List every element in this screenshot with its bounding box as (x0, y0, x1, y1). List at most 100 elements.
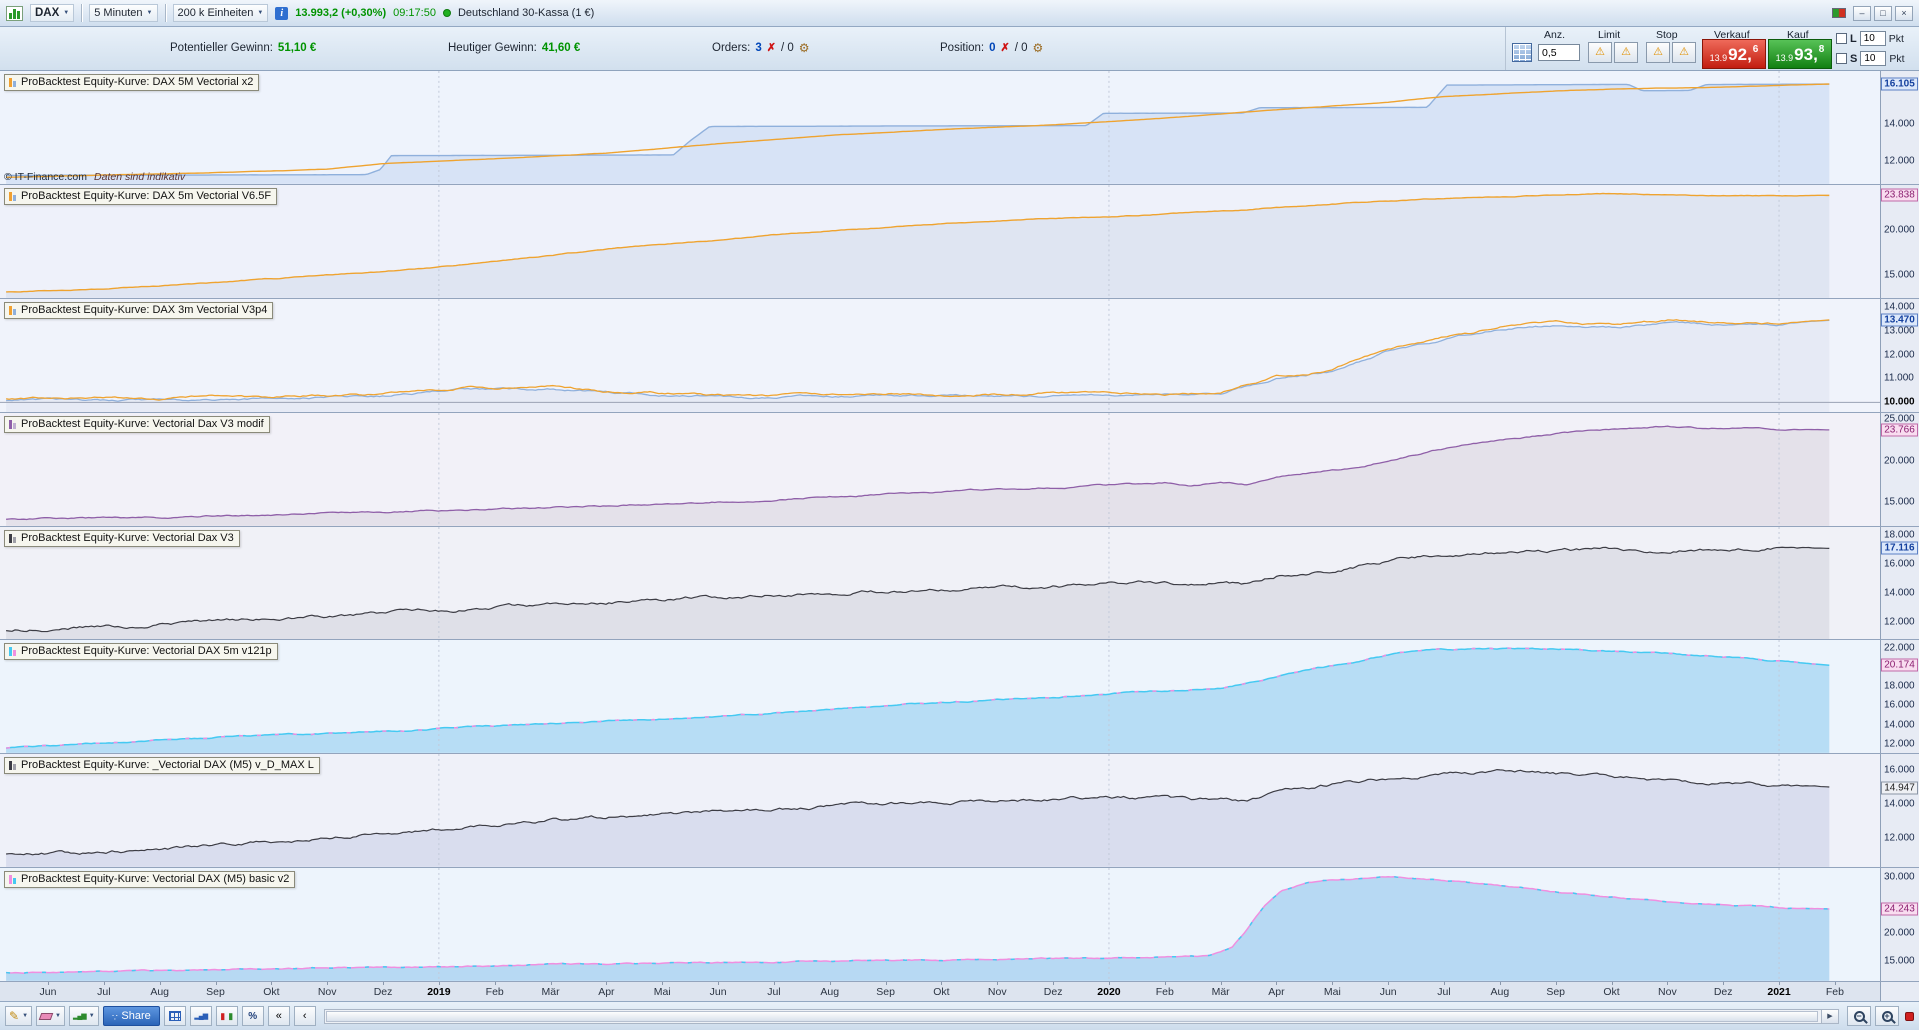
zoom-in-button[interactable]: + (1875, 1006, 1899, 1026)
buy-price-decimal: 8 (1818, 43, 1825, 55)
order-ticket: Anz. Limit Stop Verkauf Kauf ⚠ ⚠ ⚠ ⚠ 13.… (1505, 27, 1919, 70)
minimize-button[interactable]: – (1853, 5, 1871, 21)
orders-extra: / 0 (780, 42, 794, 54)
price-axis[interactable]: 25.000 20.000 15.000 23.766 (1880, 412, 1919, 526)
long-checkbox[interactable] (1836, 33, 1847, 44)
buy-price-prefix: 13.9 (1775, 53, 1794, 63)
zoom-out-button[interactable]: − (1847, 1006, 1871, 1026)
buy-price-main: 93, (1794, 44, 1818, 64)
price-axis[interactable]: 18.000 16.000 14.000 12.000 17.116 (1880, 526, 1919, 640)
time-axis[interactable]: Jun Jul Aug Sep Okt Nov Dez 2019 Feb Mär Apr Mai Jun… (0, 982, 1919, 1002)
bottom-toolbar: ✎ ▼ ▼ ▂▄▆ ▼ ∴ Share ▂▄▆ ▮ ▮ % « ‹ ▶ − + (0, 1002, 1919, 1030)
symbol-selector[interactable]: DAX ▼ (30, 4, 75, 22)
scroll-right-button[interactable]: ▶ (1821, 1009, 1838, 1023)
sell-price-prefix: 13.9 (1709, 53, 1728, 63)
bar-chart-icon: ▂▄▆ (194, 1012, 208, 1020)
chart-panel-5: ProBacktest Equity-Kurve: Vectorial Dax … (0, 526, 1919, 641)
panel-title[interactable]: ProBacktest Equity-Kurve: Vectorial DAX … (4, 643, 278, 661)
axis-tick-label: 15.000 (1884, 955, 1915, 967)
axis-tick-label: 14.000 (1884, 798, 1915, 810)
close-button[interactable]: × (1895, 5, 1913, 21)
price-axis[interactable]: 14.000 12.000 16.105 (1880, 71, 1919, 184)
main-toolbar: DAX ▼ 5 Minuten ▼ 200 k Einheiten ▼ i 13… (0, 0, 1919, 27)
chart-plot[interactable]: ProBacktest Equity-Kurve: Vectorial Dax … (0, 526, 1880, 640)
warning-icon: ⚠ (1595, 46, 1605, 58)
panel-title[interactable]: ProBacktest Equity-Kurve: DAX 5M Vectori… (4, 74, 260, 91)
chart-plot[interactable]: ProBacktest Equity-Kurve: DAX 5M Vectori… (0, 71, 1880, 184)
chart-plot[interactable]: ProBacktest Equity-Kurve: Vectorial DAX … (0, 640, 1880, 754)
x-axis-label: Aug (820, 986, 840, 998)
chart-plot[interactable]: ProBacktest Equity-Kurve: DAX 5m Vectori… (0, 184, 1880, 298)
table-view-button[interactable] (163, 1006, 186, 1026)
chart-plot[interactable]: ProBacktest Equity-Kurve: DAX 3m Vectori… (0, 298, 1880, 412)
scroll-left-button[interactable]: ‹ (293, 1006, 316, 1026)
scrollbar-thumb[interactable] (325, 1010, 1818, 1022)
x-axis-tick (885, 982, 887, 985)
cancel-orders-icon[interactable]: ✗ (766, 41, 776, 54)
x-axis-tick (1332, 982, 1334, 985)
price-axis[interactable]: 30.000 20.000 15.000 24.243 (1880, 868, 1919, 981)
short-label: S (1850, 52, 1858, 65)
stop-buy-button[interactable]: ⚠ (1672, 42, 1696, 63)
stop-sell-button[interactable]: ⚠ (1646, 42, 1670, 63)
panel-title[interactable]: ProBacktest Equity-Kurve: DAX 5m Vectori… (4, 187, 278, 205)
draw-tool-button[interactable]: ✎ ▼ (5, 1006, 33, 1026)
axis-tick-label: 13.000 (1884, 325, 1915, 337)
short-points-input[interactable] (1860, 51, 1887, 66)
points-unit-label: Pkt (1888, 32, 1904, 45)
panel-title[interactable]: ProBacktest Equity-Kurve: Vectorial Dax … (4, 415, 270, 433)
maximize-button[interactable]: □ (1874, 5, 1892, 21)
percent-scale-button[interactable]: % (241, 1006, 264, 1026)
chart-plot[interactable]: ProBacktest Equity-Kurve: Vectorial DAX … (0, 868, 1880, 981)
share-label: Share (121, 1010, 151, 1022)
share-button[interactable]: ∴ Share (102, 1006, 160, 1026)
long-points-input[interactable] (1859, 31, 1886, 46)
chart-style-button[interactable]: ▂▄▆ ▼ (68, 1006, 99, 1026)
buy-label: Kauf (1787, 29, 1809, 41)
market-open-dot (442, 9, 451, 17)
panel-title[interactable]: ProBacktest Equity-Kurve: _Vectorial DAX… (4, 757, 320, 775)
quantity-input[interactable] (1538, 44, 1580, 61)
eraser-tool-button[interactable]: ▼ (36, 1006, 65, 1026)
x-axis-tick (383, 982, 385, 985)
sell-button[interactable]: 13.9 92, 6 (1702, 39, 1766, 69)
panel-title[interactable]: ProBacktest Equity-Kurve: Vectorial DAX … (4, 871, 296, 889)
position-settings-icon[interactable]: ⚙ (1032, 41, 1044, 55)
collapse-toolbar-button[interactable]: « (267, 1006, 290, 1026)
close-position-icon[interactable]: ✗ (1000, 41, 1010, 54)
quantity-keypad-icon[interactable] (1512, 43, 1532, 62)
x-axis-label: Sep (1546, 986, 1566, 998)
x-axis-label: Nov (1658, 986, 1677, 998)
x-axis-label: Apr (598, 986, 615, 998)
chart-plot[interactable]: ProBacktest Equity-Kurve: _Vectorial DAX… (0, 754, 1880, 868)
x-axis-label: Dez (1713, 986, 1733, 998)
price-axis[interactable]: 20.000 15.000 23.838 (1880, 184, 1919, 298)
panel-title-text: ProBacktest Equity-Kurve: DAX 3m Vectori… (21, 303, 268, 316)
disclaimer-text: Daten sind indikativ (94, 170, 186, 183)
buy-button[interactable]: 13.9 93, 8 (1768, 39, 1832, 69)
info-icon[interactable]: i (275, 6, 289, 20)
units-selector[interactable]: 200 k Einheiten ▼ (172, 4, 269, 22)
limit-buy-button[interactable]: ⚠ (1614, 42, 1638, 63)
price-axis[interactable]: 22.00020.00018.00016.00014.00012.00020.1… (1880, 640, 1919, 754)
axis-tick-label: 18.000 (1884, 680, 1915, 692)
panel-title[interactable]: ProBacktest Equity-Kurve: Vectorial Dax … (4, 529, 240, 547)
orders-settings-icon[interactable]: ⚙ (798, 41, 810, 55)
panel-title-text: ProBacktest Equity-Kurve: DAX 5M Vectori… (21, 76, 254, 88)
price-axis[interactable]: 14.000 13.000 12.000 11.000 10.000 13.470 (1880, 298, 1919, 412)
sell-price-decimal: 6 (1752, 43, 1759, 55)
equity-curve-icon (9, 646, 16, 657)
chart-plot[interactable]: ProBacktest Equity-Kurve: Vectorial Dax … (0, 412, 1880, 526)
long-stop-row: L Pkt (1836, 31, 1904, 46)
last-value-badge: 16.105 (1881, 77, 1918, 91)
x-axis-tick (1779, 982, 1781, 985)
candles-view-button[interactable]: ▮ ▮ (215, 1006, 238, 1026)
panel-title[interactable]: ProBacktest Equity-Kurve: DAX 3m Vectori… (4, 301, 274, 319)
statistics-button[interactable]: ▂▄▆ (189, 1006, 212, 1026)
price-axis[interactable]: 16.000 14.000 12.000 14.947 (1880, 754, 1919, 868)
horizontal-scrollbar[interactable]: ▶ (323, 1008, 1839, 1024)
limit-sell-button[interactable]: ⚠ (1588, 42, 1612, 63)
position-stat: Position: 0 ✗ / 0 ⚙ (940, 42, 1043, 54)
short-checkbox[interactable] (1836, 53, 1847, 64)
timeframe-selector[interactable]: 5 Minuten ▼ (89, 4, 158, 22)
